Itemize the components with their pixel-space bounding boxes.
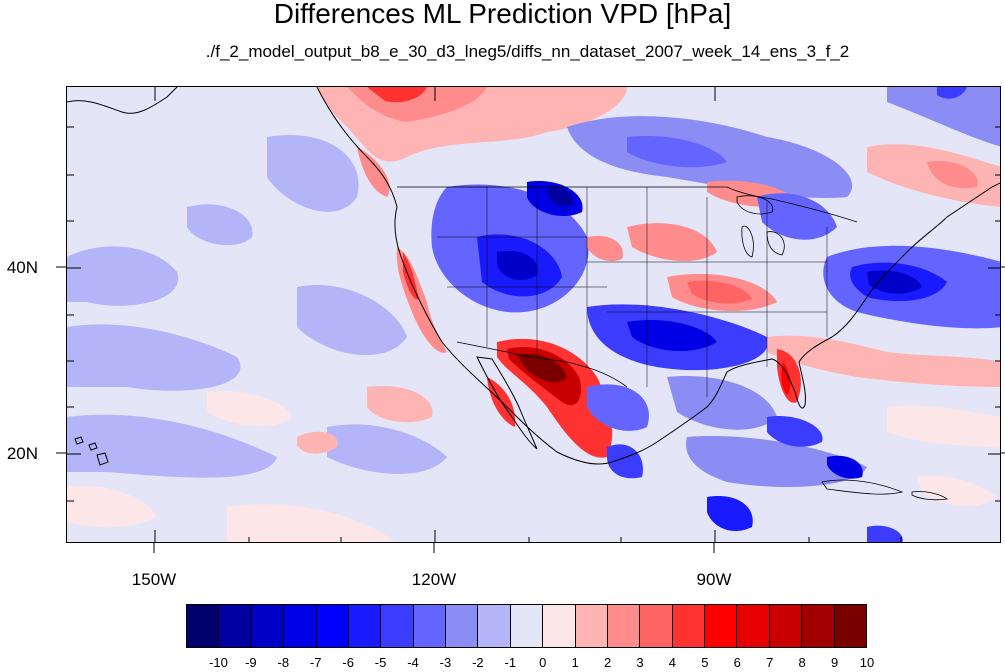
- colorbar-swatch: [446, 605, 479, 647]
- colorbar: [186, 604, 867, 648]
- colorbar-swatch: [737, 605, 770, 647]
- y-axis-label-20n: 20N: [6, 444, 38, 463]
- colorbar-tick-label: 2: [603, 655, 612, 670]
- x-axis-label-90w: 90W: [696, 570, 732, 589]
- colorbar-tick-label: -8: [277, 655, 290, 670]
- y-axis-label-40n: 40N: [6, 258, 38, 277]
- colorbar-swatch: [575, 605, 608, 647]
- colorbar-tick-label: -4: [407, 655, 419, 670]
- colorbar-tick-label: 7: [766, 655, 774, 670]
- colorbar-tick-label: -1: [504, 655, 517, 670]
- colorbar-swatch: [510, 605, 544, 647]
- colorbar-tick-label: 5: [701, 655, 709, 670]
- colorbar-swatch: [607, 605, 641, 647]
- colorbar-tick-label: -2: [472, 655, 484, 670]
- colorbar-tick-label: -5: [374, 655, 387, 670]
- colorbar-tick-label: 1: [571, 655, 579, 670]
- map-panel: [66, 86, 1001, 543]
- colorbar-tick-label: 6: [733, 655, 741, 670]
- colorbar-tick-label: -7: [309, 655, 322, 670]
- colorbar-swatch: [187, 605, 220, 647]
- colorbar-swatch: [219, 605, 252, 647]
- colorbar-swatch: [769, 605, 803, 647]
- colorbar-swatch: [251, 605, 285, 647]
- colorbar-tick-label: 3: [636, 655, 644, 670]
- colorbar-tick-label: 4: [668, 655, 677, 670]
- colorbar-swatch: [381, 605, 414, 647]
- colorbar-swatch: [478, 605, 511, 647]
- colorbar-swatch: [640, 605, 673, 647]
- colorbar-swatch: [348, 605, 382, 647]
- colorbar-tick-label: 8: [798, 655, 806, 670]
- colorbar-tick-label: -10: [209, 655, 228, 670]
- x-axis-label-150w: 150W: [131, 570, 177, 589]
- map-subtitle: ./f_2_model_output_b8_e_30_d3_lneg5/diff…: [205, 42, 850, 61]
- colorbar-tick-label: -6: [342, 655, 354, 670]
- colorbar-swatch: [672, 605, 705, 647]
- colorbar-tick-label: -3: [439, 655, 452, 670]
- colorbar-swatch: [543, 605, 576, 647]
- x-axis-label-120w: 120W: [411, 570, 457, 589]
- colorbar-tick-label: 10: [859, 655, 875, 670]
- colorbar-swatch: [705, 605, 738, 647]
- colorbar-swatch: [284, 605, 317, 647]
- colorbar-labels: -10 -9 -8 -7 -6 -5 -4 -3 -2 -1 0 1 2 3 4 5 6 7 8 9 10: [186, 655, 874, 671]
- vpd-difference-map: [67, 87, 1000, 542]
- colorbar-tick-label: 9: [830, 655, 839, 670]
- colorbar-swatch: [802, 605, 835, 647]
- colorbar-tick-label: -9: [245, 655, 257, 670]
- colorbar-swatch: [834, 605, 866, 647]
- colorbar-swatch: [316, 605, 349, 647]
- map-title: Differences ML Prediction VPD [hPa]: [273, 0, 732, 29]
- colorbar-swatch: [413, 605, 446, 647]
- colorbar-tick-label: 0: [539, 655, 547, 670]
